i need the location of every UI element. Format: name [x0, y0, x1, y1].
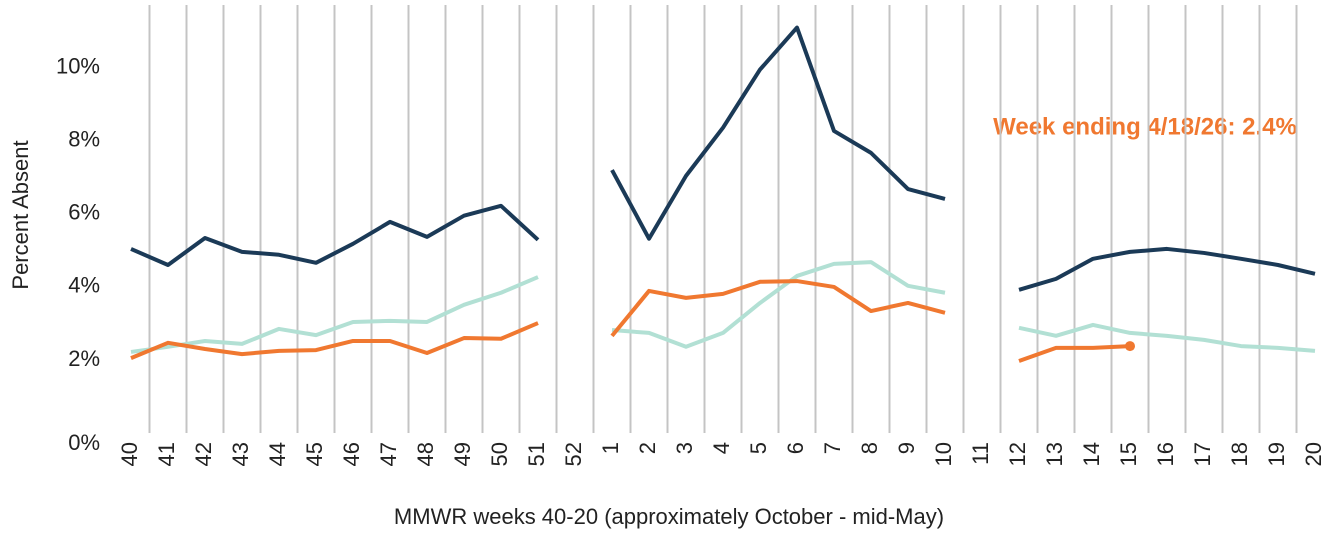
x-tick-label: 17 — [1190, 442, 1215, 466]
x-tick-label: 14 — [1079, 442, 1104, 466]
y-tick-label: 8% — [68, 127, 100, 152]
y-axis-title: Percent Absent — [8, 140, 33, 289]
x-tick-label: 1 — [598, 442, 623, 454]
x-tick-label: 40 — [117, 442, 142, 466]
x-tick-label: 41 — [154, 442, 179, 466]
annotation: Week ending 4/18/26: 2.4% — [993, 113, 1297, 140]
x-tick-label: 4 — [709, 442, 734, 454]
x-tick-label: 16 — [1153, 442, 1178, 466]
x-tick-label: 6 — [783, 442, 808, 454]
x-tick-label: 13 — [1042, 442, 1067, 466]
x-tick-label: 45 — [302, 442, 327, 466]
x-tick-label: 51 — [524, 442, 549, 466]
x-tick-label: 9 — [894, 442, 919, 454]
y-tick-label: 2% — [68, 346, 100, 371]
x-tick-label: 15 — [1116, 442, 1141, 466]
y-tick-label: 0% — [68, 430, 100, 455]
series-line — [130, 25, 1316, 292]
x-tick-label: 46 — [339, 442, 364, 466]
x-tick-label: 12 — [1005, 442, 1030, 466]
x-tick-label: 47 — [376, 442, 401, 466]
x-tick-label: 11 — [968, 442, 993, 465]
end-marker — [1125, 341, 1135, 352]
series-line — [130, 279, 1131, 363]
x-tick-label: 50 — [487, 442, 512, 466]
x-tick-label: 3 — [672, 442, 697, 454]
x-tick-label: 2 — [635, 442, 660, 454]
x-tick-label: 10 — [931, 442, 956, 466]
x-tick-label: 19 — [1264, 442, 1289, 466]
y-tick-label: 4% — [68, 273, 100, 298]
y-tick-label: 6% — [68, 200, 100, 225]
x-tick-label: 42 — [191, 442, 216, 466]
x-tick-label: 52 — [561, 442, 586, 466]
x-tick-label: 49 — [450, 442, 475, 466]
x-tick-label: 20 — [1301, 442, 1326, 466]
x-tick-label: 48 — [413, 442, 438, 466]
series-line — [130, 260, 1316, 354]
x-tick-label: 18 — [1227, 442, 1252, 466]
x-tick-label: 7 — [820, 442, 845, 454]
x-tick-label: 44 — [265, 442, 290, 466]
x-tick-label: 8 — [857, 442, 882, 454]
y-tick-label: 10% — [56, 54, 100, 79]
x-tick-label: 5 — [746, 442, 771, 454]
x-axis-title: MMWR weeks 40-20 (approximately October … — [394, 504, 944, 529]
x-tick-label: 43 — [228, 442, 253, 466]
